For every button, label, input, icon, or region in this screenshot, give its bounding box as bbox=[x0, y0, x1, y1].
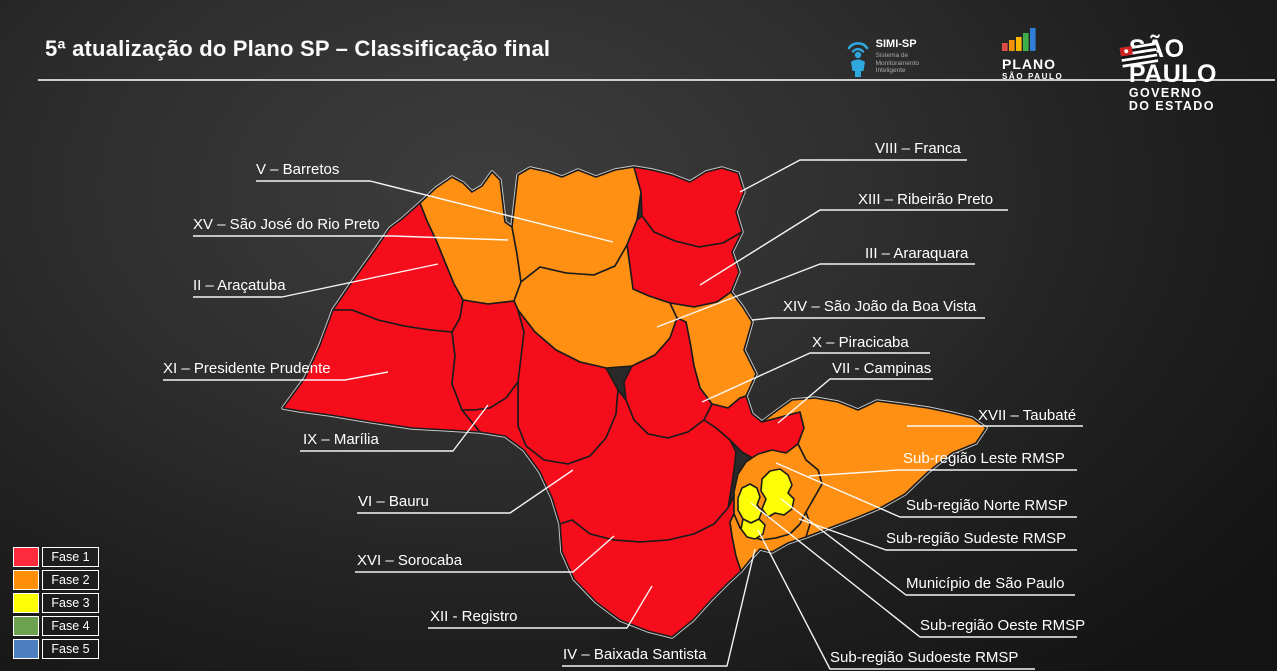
label-aracatuba: II – Araçatuba bbox=[193, 277, 286, 294]
legend-label-fase-3: Fase 3 bbox=[42, 593, 99, 613]
legend-swatch-fase-5 bbox=[13, 639, 39, 659]
label-marilia-leader-line bbox=[300, 404, 489, 452]
label-rmsp-sudeste-leader-line bbox=[798, 518, 1077, 551]
plano-sp-logo: PLANO SÃO PAULO bbox=[1002, 25, 1074, 81]
label-presidente-prudente-leader-line bbox=[163, 371, 389, 381]
label-sao-jose-do-rio-preto-leader-line bbox=[193, 235, 509, 241]
label-franca-leader-line bbox=[739, 159, 967, 193]
label-sao-jose-do-rio-preto: XV – São José do Rio Preto bbox=[193, 216, 380, 233]
sp-flag-icon bbox=[1119, 42, 1159, 68]
label-bauru-leader-line bbox=[357, 469, 574, 514]
plano-bar-5 bbox=[1030, 28, 1036, 51]
governo-sp-subtitle: GOVERNO DO ESTADO bbox=[1128, 86, 1215, 113]
governo-sp-logo: SÃO PAULO GOVERNO DO ESTADO bbox=[1119, 37, 1217, 113]
label-rmsp-oeste: Sub-região Oeste RMSP bbox=[920, 617, 1085, 634]
legend-row-1: Fase 1 bbox=[13, 547, 99, 567]
label-baixada-santista: IV – Baixada Santista bbox=[563, 646, 707, 663]
label-municipio-sao-paulo-leader-line bbox=[780, 498, 1075, 596]
simi-sub-line2: Monitoramento bbox=[875, 59, 919, 67]
label-ribeirao-preto-leader-line bbox=[699, 209, 1008, 286]
label-campinas-leader-line bbox=[777, 378, 933, 424]
legend-row-5: Fase 5 bbox=[13, 639, 99, 659]
label-rmsp-norte-leader-line bbox=[775, 462, 1077, 518]
label-presidente-prudente: XI – Presidente Prudente bbox=[163, 360, 331, 377]
legend-swatch-fase-3 bbox=[13, 593, 39, 613]
legend-swatch-fase-2 bbox=[13, 570, 39, 590]
plano-bar-3 bbox=[1016, 37, 1022, 51]
label-sorocaba: XVI – Sorocaba bbox=[357, 552, 463, 569]
label-sao-joao-da-boa-vista-leader-line bbox=[751, 317, 985, 321]
flag-stripe bbox=[1120, 50, 1158, 60]
region-municipio-de-sao-paulo bbox=[760, 468, 795, 518]
label-sorocaba-leader-line bbox=[355, 535, 615, 573]
simi-sp-subtitle: Sistema de Monitoramento Inteligente bbox=[876, 52, 919, 75]
simi-sp-name: SIMI-SP bbox=[875, 38, 917, 50]
label-piracicaba: X – Piracicaba bbox=[812, 334, 909, 351]
legend-swatch-fase-1 bbox=[13, 547, 39, 567]
phase-legend: Fase 1 Fase 2 Fase 3 Fase 4 Fase 5 bbox=[13, 547, 99, 662]
label-barretos: V – Barretos bbox=[256, 161, 339, 178]
flag-stripe bbox=[1122, 59, 1159, 68]
simi-sp-logo: SIMI-SP Sistema de Monitoramento Intelig… bbox=[845, 38, 919, 78]
region-rmsp-oeste bbox=[737, 483, 763, 524]
wifi-person-icon bbox=[847, 42, 868, 77]
page-title: 5ª atualização do Plano SP – Classificaç… bbox=[45, 36, 551, 61]
label-baixada-santista-leader-line bbox=[562, 548, 756, 667]
legend-label-fase-2: Fase 2 bbox=[42, 570, 99, 590]
label-campinas: VII - Campinas bbox=[832, 360, 931, 377]
legend-row-2: Fase 2 bbox=[13, 570, 99, 590]
simi-sp-text: SIMI-SP Sistema de Monitoramento Intelig… bbox=[876, 38, 919, 75]
label-bauru: VI – Bauru bbox=[358, 493, 429, 510]
region-iv-baixada-santista bbox=[729, 511, 811, 572]
label-municipio-sao-paulo: Município de São Paulo bbox=[906, 575, 1064, 592]
label-aracatuba-leader-line bbox=[193, 263, 439, 298]
label-taubate: XVII – Taubaté bbox=[978, 407, 1076, 424]
label-sao-joao-da-boa-vista: XIV – São João da Boa Vista bbox=[783, 298, 977, 315]
simi-sub-line3: Inteligente bbox=[875, 67, 906, 74]
plano-bar-4 bbox=[1023, 33, 1029, 51]
label-ribeirao-preto: XIII – Ribeirão Preto bbox=[858, 191, 993, 208]
label-rmsp-oeste-leader-line bbox=[750, 502, 1077, 638]
label-rmsp-sudoeste-leader-line bbox=[757, 529, 1035, 670]
simi-sub-line1: Sistema de bbox=[875, 52, 909, 59]
flag-stripe bbox=[1121, 56, 1158, 65]
bar-chart-icon bbox=[1002, 28, 1036, 51]
label-araraquara: III – Araraquara bbox=[865, 245, 969, 262]
label-rmsp-leste: Sub-região Leste RMSP bbox=[903, 450, 1065, 467]
flag-canton-emblem bbox=[1124, 49, 1129, 54]
plano-sp-subtitle: SÃO PAULO bbox=[1002, 72, 1064, 81]
legend-row-3: Fase 3 bbox=[13, 593, 99, 613]
label-marilia: IX – Marília bbox=[303, 431, 380, 448]
label-rmsp-leste-leader-line bbox=[808, 469, 1077, 477]
legend-label-fase-1: Fase 1 bbox=[42, 547, 99, 567]
legend-swatch-fase-4 bbox=[13, 616, 39, 636]
plano-bar-1 bbox=[1002, 43, 1008, 51]
title-divider bbox=[38, 79, 1275, 81]
label-rmsp-norte: Sub-região Norte RMSP bbox=[906, 497, 1068, 514]
label-registro-leader-line bbox=[428, 585, 653, 629]
label-franca: VIII – Franca bbox=[875, 140, 962, 157]
label-piracicaba-leader-line bbox=[701, 352, 930, 403]
legend-label-fase-5: Fase 5 bbox=[42, 639, 99, 659]
label-barretos-leader-line bbox=[256, 180, 614, 243]
region-rmsp-sudoeste bbox=[740, 518, 766, 540]
legend-label-fase-4: Fase 4 bbox=[42, 616, 99, 636]
label-registro: XII - Registro bbox=[430, 608, 518, 625]
label-rmsp-sudoeste: Sub-região Sudoeste RMSP bbox=[830, 649, 1018, 666]
flag-stripe bbox=[1121, 53, 1158, 63]
plano-bar-2 bbox=[1009, 40, 1015, 51]
label-rmsp-sudeste: Sub-região Sudeste RMSP bbox=[886, 530, 1066, 547]
plano-sp-name: PLANO bbox=[1002, 56, 1056, 72]
label-araraquara-leader-line bbox=[656, 263, 975, 328]
legend-row-4: Fase 4 bbox=[13, 616, 99, 636]
